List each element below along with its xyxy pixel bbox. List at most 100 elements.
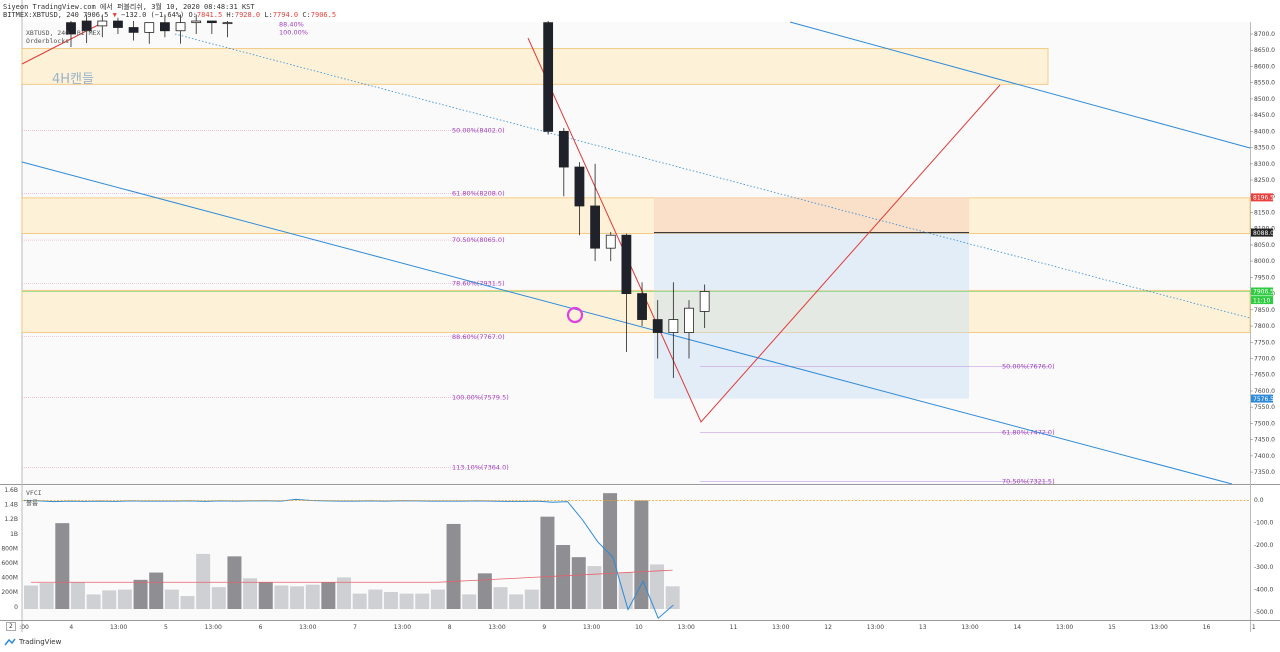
volume-bar <box>117 589 132 609</box>
legend-symbol[interactable]: XBTUSD, 240, BITMEX <box>26 29 101 37</box>
x-tick-label: 10 <box>635 624 643 631</box>
volume-bar <box>587 566 602 609</box>
blue-trendline-upper <box>789 21 1251 149</box>
vfci-line <box>23 498 674 620</box>
candle-body <box>66 22 76 35</box>
candle-body <box>97 20 108 27</box>
volume-tick-label: 1B <box>10 531 18 538</box>
volume-bar <box>603 493 618 609</box>
change-text: −132.0 (−1.64%) <box>121 11 185 19</box>
ohlc-c: 7906.5 <box>310 11 337 19</box>
x-tick-label: 11 <box>730 624 738 631</box>
candle-body <box>605 234 616 249</box>
candle-body <box>222 22 233 25</box>
fib-label: 70.50%(7321.5) <box>1002 477 1055 485</box>
fib-label: 61.80%(7472.0) <box>1002 428 1055 436</box>
volume-bar <box>149 572 164 609</box>
candle-body <box>144 22 155 33</box>
volume-bar <box>368 589 383 609</box>
x-tick-label: 13:00 <box>299 624 316 631</box>
main-pane[interactable] <box>22 22 1250 484</box>
y-tick-label: 8700.0 <box>1254 31 1275 38</box>
price-tag-label: 8088.0 <box>1253 230 1274 237</box>
candle-body <box>543 22 554 132</box>
price-tag-label: 11:10 <box>1253 297 1270 304</box>
orderblock-zone <box>21 197 1251 234</box>
x-tick-label: 13:00 <box>678 624 695 631</box>
volume-legend[interactable]: 볼륨 <box>26 499 38 507</box>
x-tick-label: 6 <box>259 624 263 631</box>
publish-line: Siyeon TradingView.com 에서 퍼블리쉬, 3월 10, 2… <box>3 3 255 11</box>
volume-bar <box>556 545 571 609</box>
y-tick-label: 8600.0 <box>1254 63 1275 70</box>
x-tick-label: 7 <box>353 624 357 631</box>
y-tick-label: 8300.0 <box>1254 161 1275 168</box>
candle-body <box>558 130 569 168</box>
vfci-tick-label: 0.0 <box>1254 497 1264 504</box>
down-arrow-icon: ▼ <box>112 11 117 19</box>
ohlc-l: 7794.0 <box>272 11 299 19</box>
ohlc-h: 7928.0 <box>234 11 261 19</box>
volume-bar <box>70 582 85 609</box>
y-tick-label: 8000.0 <box>1254 258 1275 265</box>
volume-bar <box>290 586 305 609</box>
fib-label: 88.60%(7767.0) <box>452 333 505 341</box>
pane-badge[interactable]: 2 <box>6 622 16 631</box>
y-tick-label: 7550.0 <box>1254 404 1275 411</box>
candle-body <box>668 319 679 333</box>
last-price: 7906.5 <box>83 11 109 19</box>
price-tag-bg <box>1251 228 1273 237</box>
vfci-legend[interactable]: VFCI <box>26 489 42 497</box>
volume-bar <box>446 523 461 609</box>
position-boxes <box>22 197 1250 399</box>
y-tick-label: 7450.0 <box>1254 437 1275 444</box>
volume-bar <box>415 593 430 609</box>
candle-body <box>159 22 170 32</box>
y-tick-label: 7500.0 <box>1254 420 1275 427</box>
fib-label: 50.00%(7676.0) <box>1002 362 1055 370</box>
x-tick-label: 1 <box>1252 624 1256 631</box>
x-tick-label: 9 <box>542 624 546 631</box>
volume-bar <box>462 594 477 609</box>
x-tick-label: 13:00 <box>488 624 505 631</box>
y-tick-label: 8050.0 <box>1254 242 1275 249</box>
candle-body <box>191 20 202 24</box>
y-tick-label: 7950.0 <box>1254 274 1275 281</box>
volume-bar <box>102 590 117 609</box>
y-tick-label: 8550.0 <box>1254 80 1275 87</box>
y-tick-label: 8450.0 <box>1254 112 1275 119</box>
price-tag-label: 7906.5 <box>1253 289 1274 296</box>
x-tick-label: 13:00 <box>772 624 789 631</box>
volume-bar <box>164 589 179 609</box>
candle-body <box>175 22 186 32</box>
x-tick-label: 13:00 <box>1056 624 1073 631</box>
volume-bar <box>493 587 508 609</box>
highlight-circle <box>566 306 584 324</box>
volume-bar <box>430 589 445 609</box>
legend-orderblocks[interactable]: Orderblocks <box>26 37 70 45</box>
candle-body <box>621 234 632 295</box>
volume-bar <box>243 578 258 609</box>
candles-label: 4H캔들 <box>52 72 94 87</box>
y-tick-label: 8500.0 <box>1254 96 1275 103</box>
price-tag-bg <box>1251 394 1273 403</box>
candles <box>66 14 710 378</box>
price-axis[interactable]: 8700.0 8650.0 8600.0 8550.0 8500.0 8450.0 8400… <box>1250 31 1275 476</box>
x-tick-label: 13:00 <box>1151 624 1168 631</box>
fib-label: 113.10%(7364.0) <box>452 464 509 472</box>
volume-tick-label: 1.4B <box>4 502 18 509</box>
price-tag-label: 7576.5 <box>1253 396 1274 403</box>
volume-tick-label: 200M <box>1 589 18 596</box>
candle-body <box>637 293 647 320</box>
ohlc-l-label: L: <box>264 11 273 19</box>
price-tag-bg <box>1251 287 1273 296</box>
vfci-tick-label: -200.0 <box>1254 542 1274 549</box>
volume-bar <box>196 553 211 609</box>
y-tick-label: 8400.0 <box>1254 128 1275 135</box>
candle-body <box>590 205 600 249</box>
time-axis[interactable]: :00 4 13:00 5 13:00 6 13:00 7 13:00 8 13:00 9 13:00 1… <box>19 624 1256 631</box>
ohlc-o: 7841.5 <box>196 11 223 19</box>
brand-name[interactable]: TradingView <box>19 638 62 646</box>
vfci-tick-label: -500.0 <box>1254 609 1274 616</box>
